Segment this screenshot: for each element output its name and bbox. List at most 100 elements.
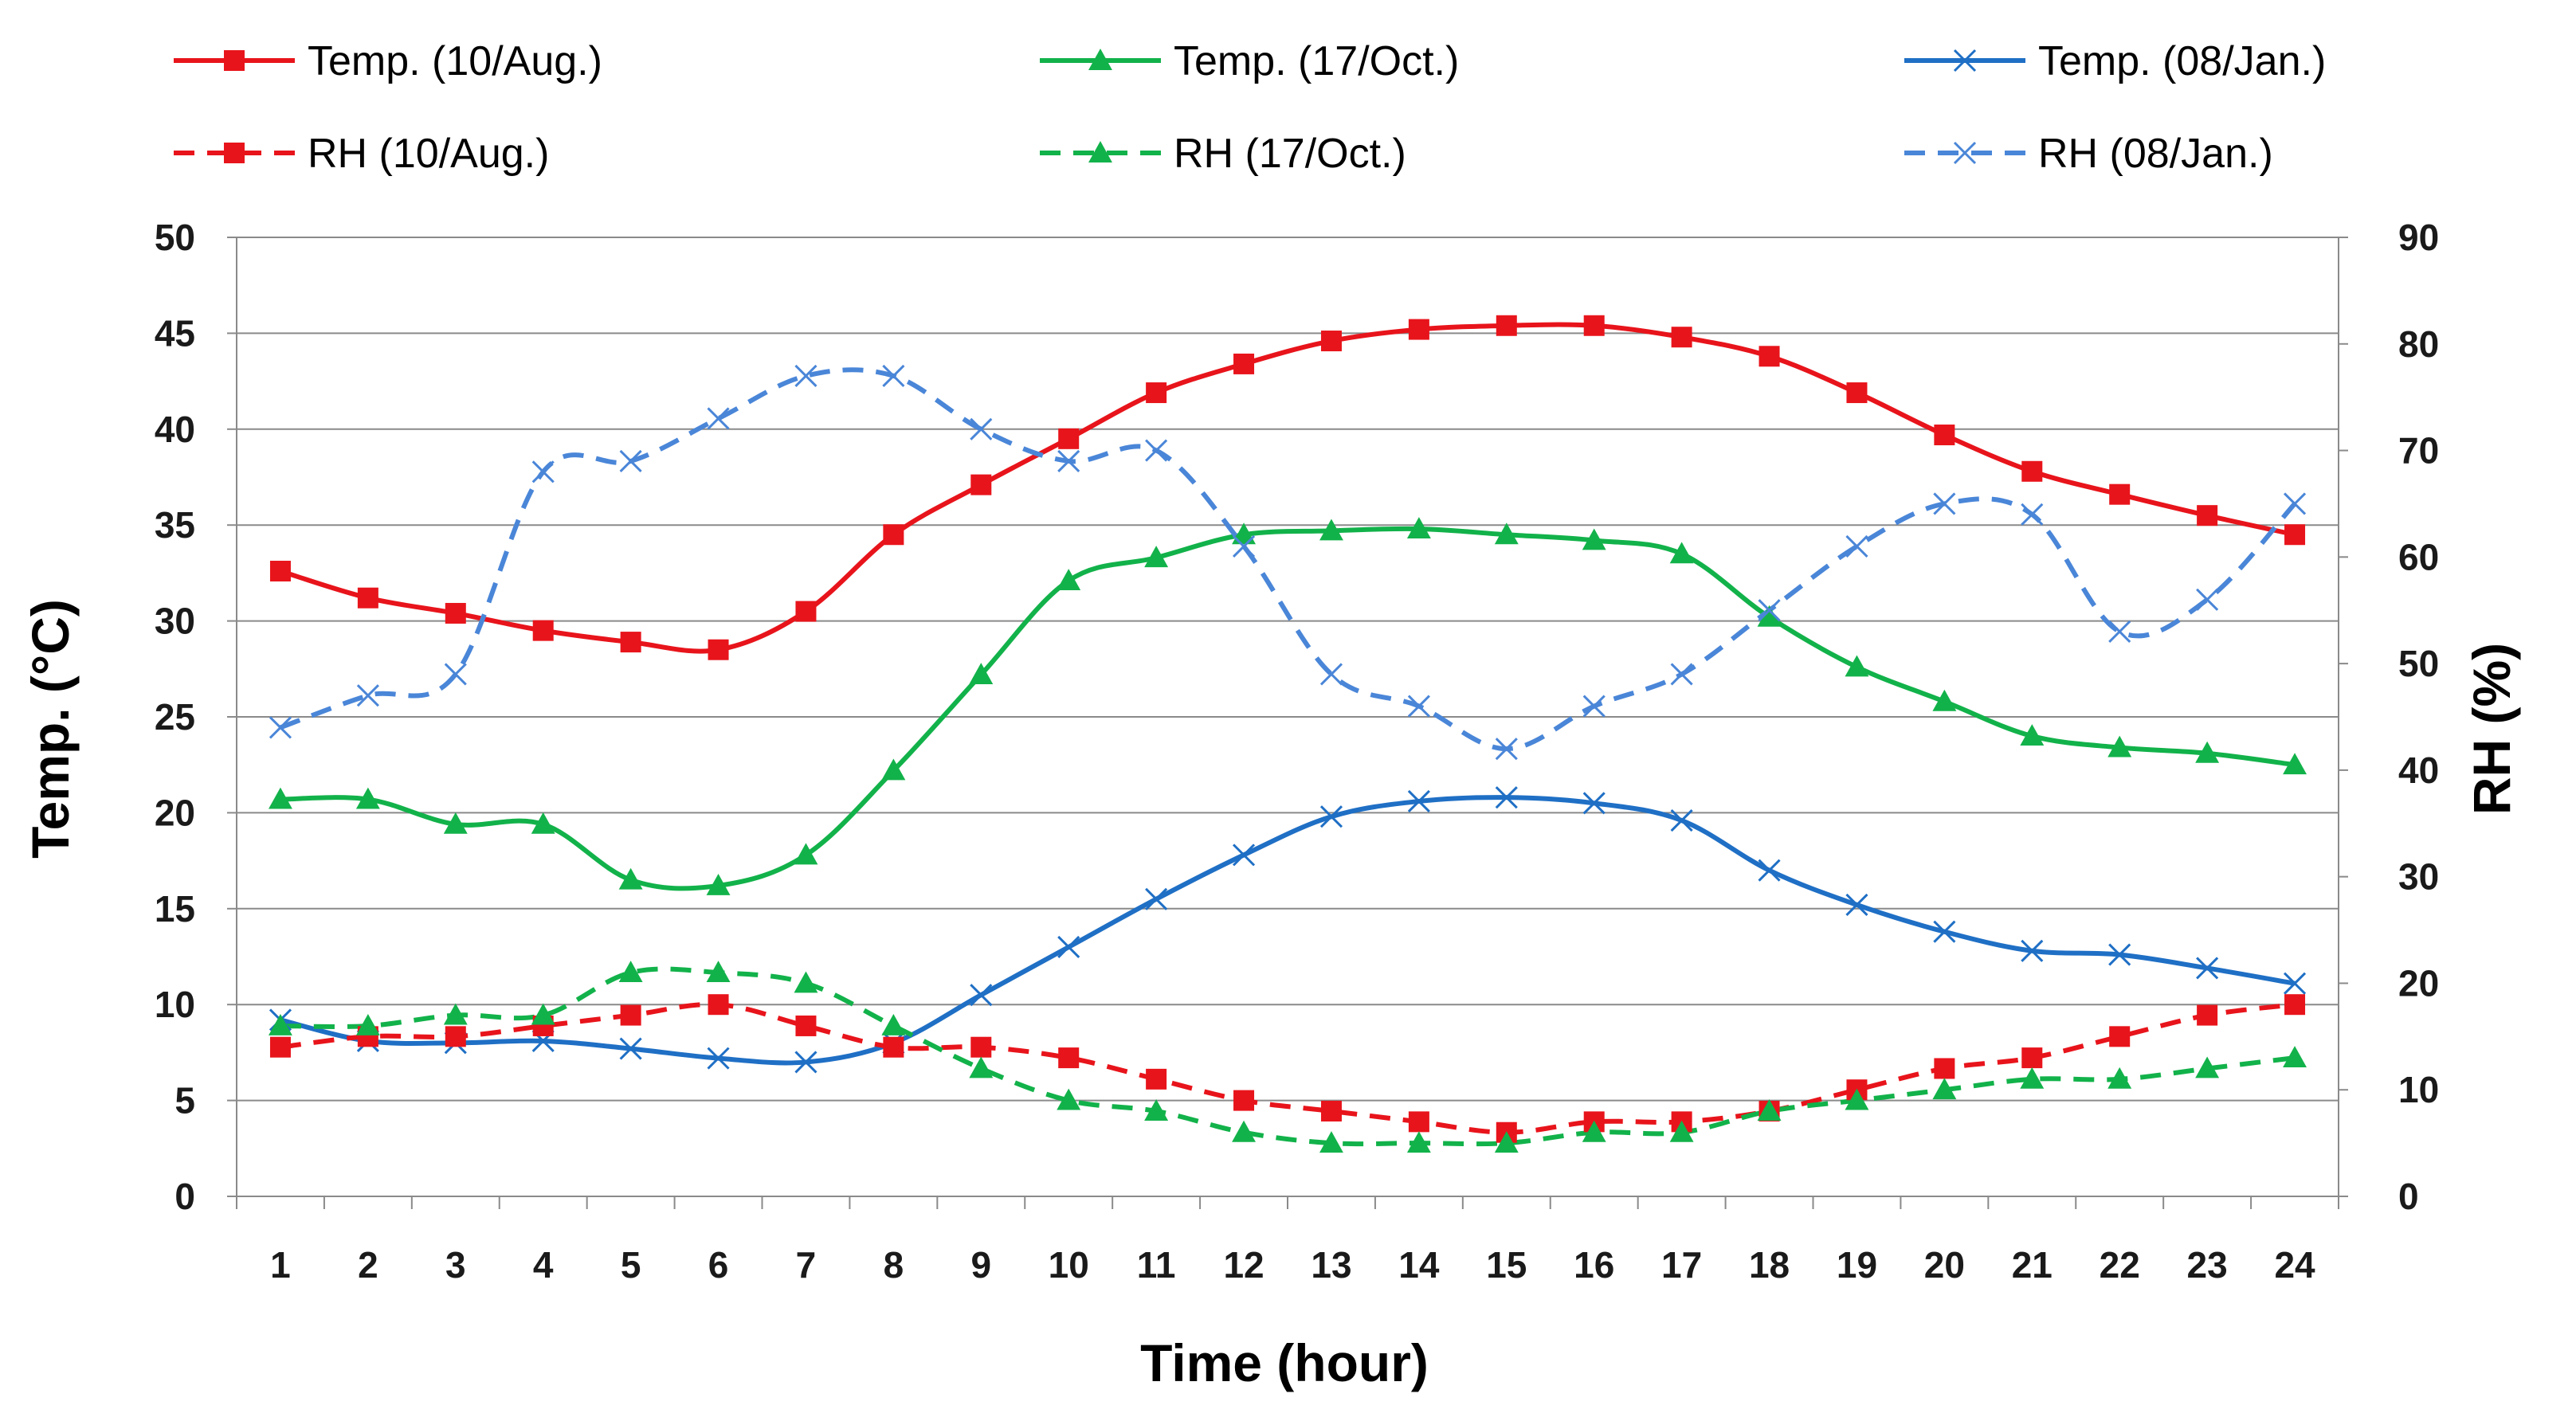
marker-stroke <box>1953 141 1977 165</box>
x-tick-label: 23 <box>2187 1244 2228 1286</box>
legend-entry-rh-17-oct: RH (17/Oct.) <box>1040 131 1406 177</box>
data-point-rh-08-jan <box>1495 738 1518 761</box>
data-point-temp-10-aug <box>1233 353 1255 374</box>
data-point-temp-08-jan <box>1758 859 1781 882</box>
marker-stroke <box>794 1051 817 1074</box>
marker-stroke <box>1953 49 1977 72</box>
legend: Temp. (10/Aug.) Temp. (17/Oct.) Temp. (08/… <box>174 38 2326 177</box>
data-point-rh-17-oct <box>1932 1078 1957 1100</box>
y2-tick-label: 70 <box>2398 430 2439 472</box>
y2-tick-label: 20 <box>2398 962 2439 1004</box>
data-point-rh-08-jan <box>882 364 905 387</box>
data-point-temp-10-aug <box>1408 319 1429 340</box>
data-point-temp-08-jan <box>1057 935 1080 959</box>
x-tick-label: 5 <box>621 1244 641 1286</box>
data-point-rh-08-jan <box>1232 534 1256 558</box>
marker-stroke <box>2283 492 2307 515</box>
data-point-rh-10-aug <box>883 1036 904 1058</box>
data-point-temp-10-aug <box>2197 505 2218 526</box>
marker-stroke <box>531 460 555 483</box>
data-point-temp-17-oct <box>269 787 292 809</box>
marker-stroke <box>707 1047 730 1070</box>
marker-stroke <box>1845 534 1868 558</box>
data-point-temp-08-jan <box>1407 789 1430 813</box>
y2-tick-label: 10 <box>2398 1069 2439 1110</box>
data-point-temp-08-jan <box>1232 844 1256 867</box>
data-point-rh-08-jan <box>1407 695 1430 718</box>
legend-entry-temp-10-aug: Temp. (10/Aug.) <box>174 38 602 84</box>
marker-stroke <box>707 407 730 430</box>
legend-label: Temp. (08/Jan.) <box>2038 38 2326 84</box>
series-markers <box>269 315 2307 1153</box>
data-point-temp-17-oct <box>1057 569 1081 590</box>
marker-stroke <box>1232 844 1256 867</box>
legend-entry-rh-10-aug: RH (10/Aug.) <box>174 131 549 177</box>
data-point-temp-10-aug <box>970 474 992 495</box>
data-point-temp-08-jan <box>1933 920 1956 943</box>
marker-stroke <box>1582 695 1606 718</box>
series-line-rh-08-jan <box>279 367 2297 752</box>
data-point-rh-08-jan <box>356 684 379 707</box>
data-point-rh-10-aug <box>970 1036 992 1058</box>
marker-stroke <box>2108 943 2131 966</box>
y2-tick-label: 0 <box>2398 1176 2419 1217</box>
gridlines <box>237 237 2339 1102</box>
y2-tick-label: 90 <box>2398 217 2439 258</box>
data-point-temp-17-oct <box>1845 655 1869 677</box>
data-point-temp-08-jan <box>1582 792 1606 815</box>
series-line-temp-10-aug <box>280 322 2296 654</box>
series-line-rh-10-aug <box>280 1001 2296 1135</box>
legend-entry-temp-08-jan: Temp. (08/Jan.) <box>1904 38 2326 84</box>
data-point-temp-10-aug <box>1934 425 1955 446</box>
legend-label: Temp. (10/Aug.) <box>308 38 602 84</box>
data-point-rh-08-jan <box>970 417 993 440</box>
data-point-rh-17-oct <box>706 961 731 983</box>
data-point-temp-17-oct <box>2020 724 2045 746</box>
data-point-rh-08-jan <box>2108 620 2131 644</box>
data-point-rh-08-jan <box>1145 439 1168 462</box>
data-point-temp-17-oct <box>1932 689 1957 711</box>
y-tick-label: 5 <box>174 1080 195 1121</box>
marker-stroke <box>794 364 817 387</box>
data-point-temp-10-aug <box>357 587 378 609</box>
data-point-temp-10-aug <box>883 524 904 546</box>
marker-stroke <box>1319 805 1343 828</box>
data-point-temp-10-aug <box>532 620 554 641</box>
x-tick-label: 16 <box>1574 1244 1614 1286</box>
data-point-temp-08-jan <box>1319 805 1343 828</box>
x-tick-label: 4 <box>533 1244 554 1286</box>
data-point-rh-08-jan <box>444 663 467 686</box>
marker-stroke <box>2021 939 2044 962</box>
x-tick-label: 9 <box>970 1244 991 1286</box>
marker-stroke <box>2196 588 2219 611</box>
data-point-rh-17-oct <box>618 961 643 983</box>
data-point-rh-08-jan <box>1845 534 1868 558</box>
x-tick-label: 17 <box>1661 1244 1702 1286</box>
data-point-rh-10-aug <box>620 1004 641 1026</box>
legend-label: RH (10/Aug.) <box>308 131 549 177</box>
data-point-rh-10-aug <box>1408 1111 1429 1133</box>
legend-entry-temp-17-oct: Temp. (17/Oct.) <box>1040 38 1459 84</box>
x-tick-label: 20 <box>1924 1244 1965 1286</box>
data-point-temp-08-jan <box>619 1037 642 1060</box>
legend-entry-rh-08-jan: RH (08/Jan.) <box>1904 131 2273 177</box>
data-point-rh-10-aug <box>708 994 729 1016</box>
data-point-temp-17-oct <box>2283 753 2307 775</box>
data-point-temp-17-oct <box>1669 542 1694 564</box>
data-point-temp-10-aug <box>1583 315 1605 336</box>
y-tick-label: 50 <box>155 217 195 258</box>
data-point-rh-10-aug <box>269 1036 291 1058</box>
marker-stroke <box>1145 439 1168 462</box>
x-tick-label: 10 <box>1049 1244 1089 1286</box>
data-point-rh-17-oct <box>269 1014 292 1035</box>
data-point-rh-17-oct <box>1845 1088 1869 1110</box>
marker-stroke <box>1495 738 1518 761</box>
y-tick-label: 40 <box>155 409 195 450</box>
legend-label: RH (17/Oct.) <box>1174 131 1406 177</box>
y2-tick-label: 60 <box>2398 536 2439 577</box>
x-tick-label: 12 <box>1223 1244 1264 1286</box>
data-point-temp-08-jan <box>2196 957 2219 980</box>
data-point-rh-08-jan <box>1933 492 1956 515</box>
marker-stroke <box>1758 859 1781 882</box>
data-point-temp-10-aug <box>269 560 291 581</box>
